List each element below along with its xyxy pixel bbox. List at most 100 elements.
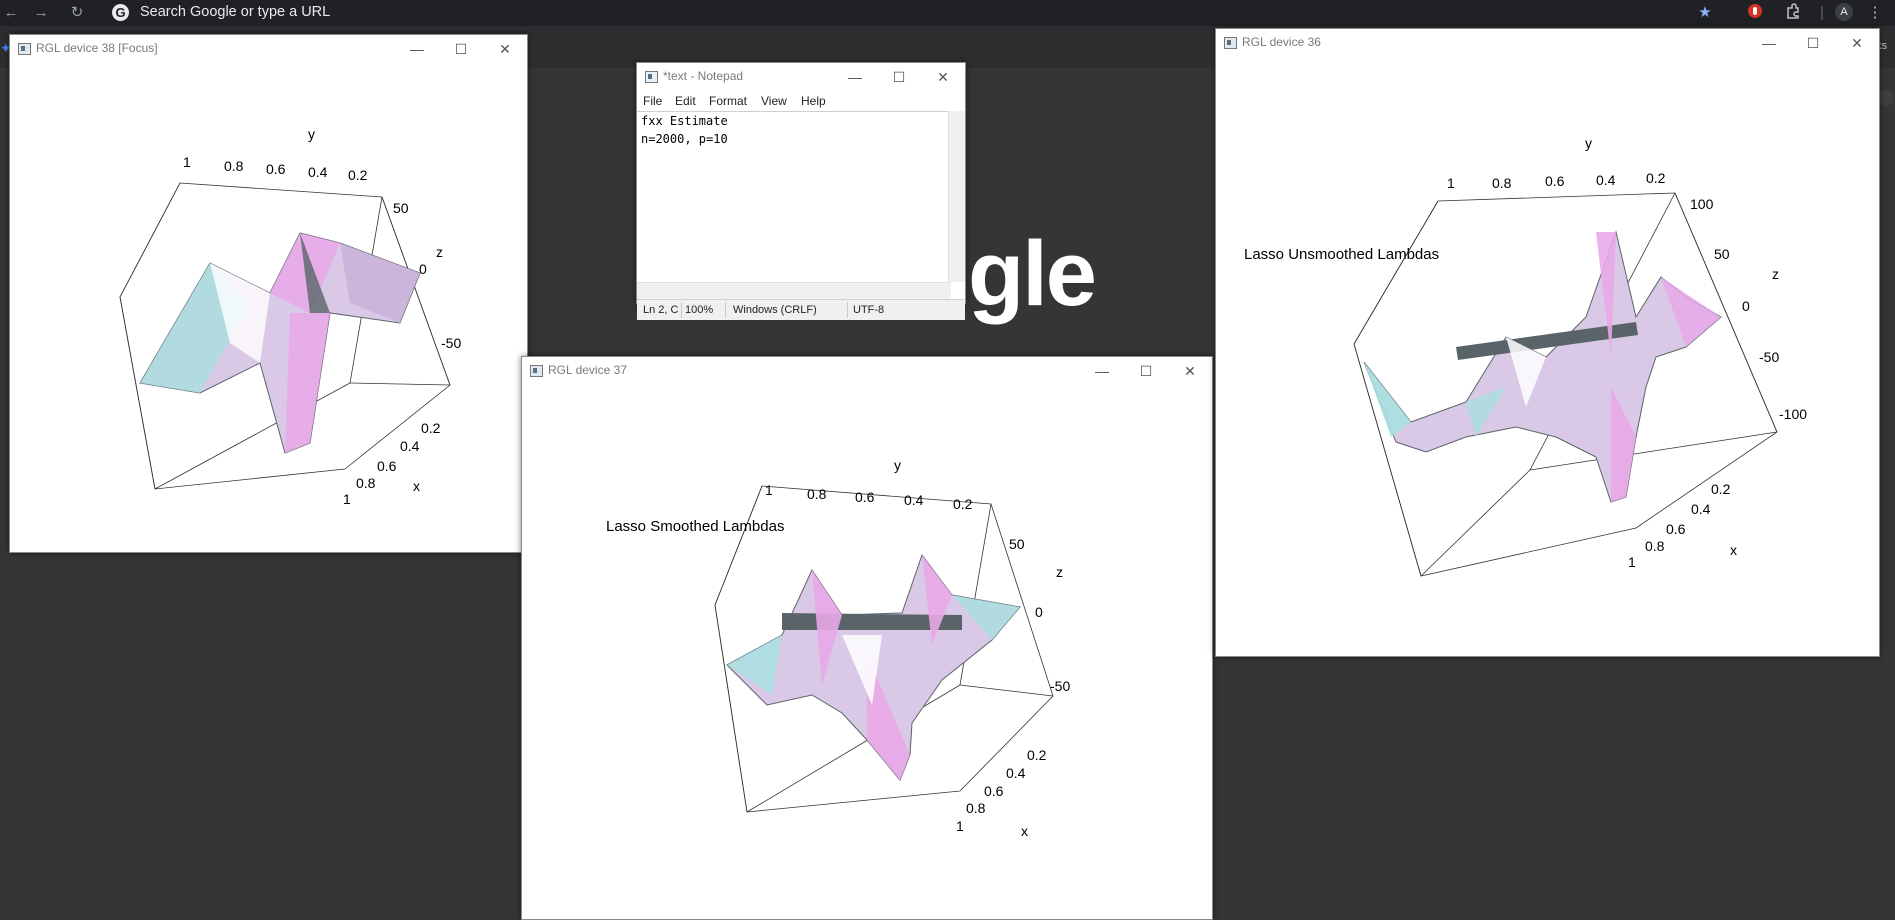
close-icon[interactable]: ✕ <box>937 69 949 85</box>
x-ticks: 0.2 0.4 0.6 0.8 1 <box>1628 481 1731 570</box>
y-tick: 0.6 <box>1545 173 1565 189</box>
x-tick: 1 <box>956 818 964 834</box>
menu-edit[interactable]: Edit <box>675 94 696 108</box>
forward-icon[interactable]: → <box>33 4 49 21</box>
y-tick: 0.8 <box>807 486 827 502</box>
surface-mesh <box>726 553 1021 781</box>
close-icon[interactable]: ✕ <box>1851 35 1863 51</box>
extensions-puzzle-icon[interactable] <box>1783 3 1803 23</box>
extension-red-icon[interactable] <box>1745 3 1765 23</box>
window-title: RGL device 37 <box>548 363 627 377</box>
minimize-icon[interactable]: — <box>848 69 862 85</box>
omnibox-placeholder: Search Google or type a URL <box>140 4 331 20</box>
axis-z-label: z <box>1056 564 1063 580</box>
google-logo-fragment: gle <box>968 223 1097 325</box>
y-ticks: 1 0.8 0.6 0.4 0.2 <box>183 154 368 183</box>
plot-surface-37[interactable]: Lasso Smoothed Lambdas y z x 1 0.8 0.6 0… <box>522 385 1212 919</box>
z-ticks: 50 0 -50 <box>1009 536 1070 694</box>
avatar: A <box>1835 3 1853 21</box>
vertical-scrollbar[interactable] <box>948 111 965 282</box>
rgl-device-37-window[interactable]: RGL device 37 — ☐ ✕ Lasso Smoothed Lambd… <box>521 356 1213 920</box>
kebab-menu-icon[interactable]: ⋮ <box>1867 4 1883 21</box>
bounding-box <box>714 485 1054 813</box>
close-icon[interactable]: ✕ <box>1184 363 1196 379</box>
titlebar[interactable]: RGL device 38 [Focus] — ☐ ✕ <box>10 35 527 63</box>
status-divider <box>681 302 682 318</box>
y-tick: 0.8 <box>224 158 244 174</box>
reload-icon[interactable]: ↻ <box>70 4 84 21</box>
back-icon[interactable]: ← <box>3 4 19 21</box>
z-tick: 50 <box>393 200 409 216</box>
minimize-icon[interactable]: — <box>1095 363 1109 379</box>
z-tick: 0 <box>419 261 427 277</box>
z-ticks: 50 0 -50 <box>393 200 461 351</box>
cursor-position: Ln 2, C <box>643 304 679 316</box>
window-title: RGL device 36 <box>1242 35 1321 49</box>
close-icon[interactable]: ✕ <box>499 41 511 57</box>
y-tick: 0.6 <box>855 489 875 505</box>
maximize-icon[interactable]: ☐ <box>1139 363 1153 379</box>
minimize-icon[interactable]: — <box>410 41 424 57</box>
y-tick: 1 <box>765 482 773 498</box>
z-tick: 50 <box>1009 536 1025 552</box>
line-endings: Windows (CRLF) <box>733 304 817 316</box>
x-tick: 0.2 <box>1027 747 1047 763</box>
plot-caption: Lasso Unsmoothed Lambdas <box>1244 246 1439 263</box>
axis-z-label: z <box>436 244 443 260</box>
y-tick: 0.2 <box>953 496 973 512</box>
y-tick: 0.2 <box>348 167 368 183</box>
rgl-device-38-window[interactable]: RGL device 38 [Focus] — ☐ ✕ y z x 1 <box>9 34 528 553</box>
bookmark-star-icon[interactable]: ★ <box>1698 4 1712 21</box>
omnibox[interactable]: G Search Google or type a URL <box>104 1 1744 25</box>
x-tick: 0.6 <box>984 783 1004 799</box>
plot-surface-36[interactable]: Lasso Unsmoothed Lambdas y z x 1 0.8 0.6… <box>1216 57 1879 656</box>
maximize-icon[interactable]: ☐ <box>1806 35 1820 51</box>
x-ticks: 0.2 0.4 0.6 0.8 1 <box>956 747 1047 834</box>
rgl-app-icon <box>18 43 31 55</box>
profile-avatar[interactable]: A <box>1835 3 1855 23</box>
z-tick: 0 <box>1742 298 1750 314</box>
x-tick: 0.6 <box>1666 521 1686 537</box>
maximize-icon[interactable]: ☐ <box>454 41 468 57</box>
editor-line: n=2000, p=10 <box>641 132 728 146</box>
titlebar[interactable]: *text - Notepad — ☐ ✕ <box>637 63 965 91</box>
x-tick: 0.8 <box>1645 538 1665 554</box>
maximize-icon[interactable]: ☐ <box>892 69 906 85</box>
bounding-box <box>119 182 451 490</box>
editor-text-area[interactable]: fxx Estimate n=2000, p=10 <box>637 111 951 283</box>
partial-shortcut-icon[interactable] <box>1878 90 1894 106</box>
z-tick: 50 <box>1714 246 1730 262</box>
y-tick: 0.4 <box>904 492 924 508</box>
status-divider <box>725 302 726 318</box>
y-tick: 1 <box>1447 175 1455 191</box>
partial-app-icon: ✦ <box>0 40 12 56</box>
minimize-icon[interactable]: — <box>1762 35 1776 51</box>
axis-y-label: y <box>308 126 315 142</box>
y-tick: 0.8 <box>1492 175 1512 191</box>
x-tick: 0.8 <box>356 475 376 491</box>
y-tick: 0.6 <box>266 161 286 177</box>
y-tick: 0.2 <box>1646 170 1666 186</box>
menu-file[interactable]: File <box>643 94 663 108</box>
axis-z-label: z <box>1772 266 1779 282</box>
menu-view[interactable]: View <box>761 94 787 108</box>
menu-help[interactable]: Help <box>801 94 826 108</box>
x-ticks: 0.2 0.4 0.6 0.8 1 <box>343 420 441 507</box>
status-divider <box>847 302 848 318</box>
axis-x-label: x <box>1021 823 1028 839</box>
x-tick: 0.2 <box>421 420 441 436</box>
x-tick: 1 <box>343 491 351 507</box>
google-icon: G <box>112 4 129 21</box>
horizontal-scrollbar[interactable] <box>637 282 951 299</box>
window-title: RGL device 38 [Focus] <box>36 41 158 55</box>
x-tick: 0.2 <box>1711 481 1731 497</box>
plot-surface-38[interactable]: y z x 1 0.8 0.6 0.4 0.2 50 0 -50 0.2 0.4… <box>10 63 527 552</box>
rgl-device-36-window[interactable]: RGL device 36 — ☐ ✕ Lasso Unsmoothed Lam… <box>1215 28 1880 657</box>
titlebar[interactable]: RGL device 36 — ☐ ✕ <box>1216 29 1879 57</box>
y-tick: 0.4 <box>1596 172 1616 188</box>
x-tick: 0.4 <box>400 438 420 454</box>
menu-format[interactable]: Format <box>709 94 748 108</box>
titlebar[interactable]: RGL device 37 — ☐ ✕ <box>522 357 1212 385</box>
notepad-window[interactable]: *text - Notepad — ☐ ✕ File Edit Format V… <box>636 62 966 320</box>
browser-toolbar: ← → ↻ G Search Google or type a URL ★ | … <box>0 0 1895 26</box>
